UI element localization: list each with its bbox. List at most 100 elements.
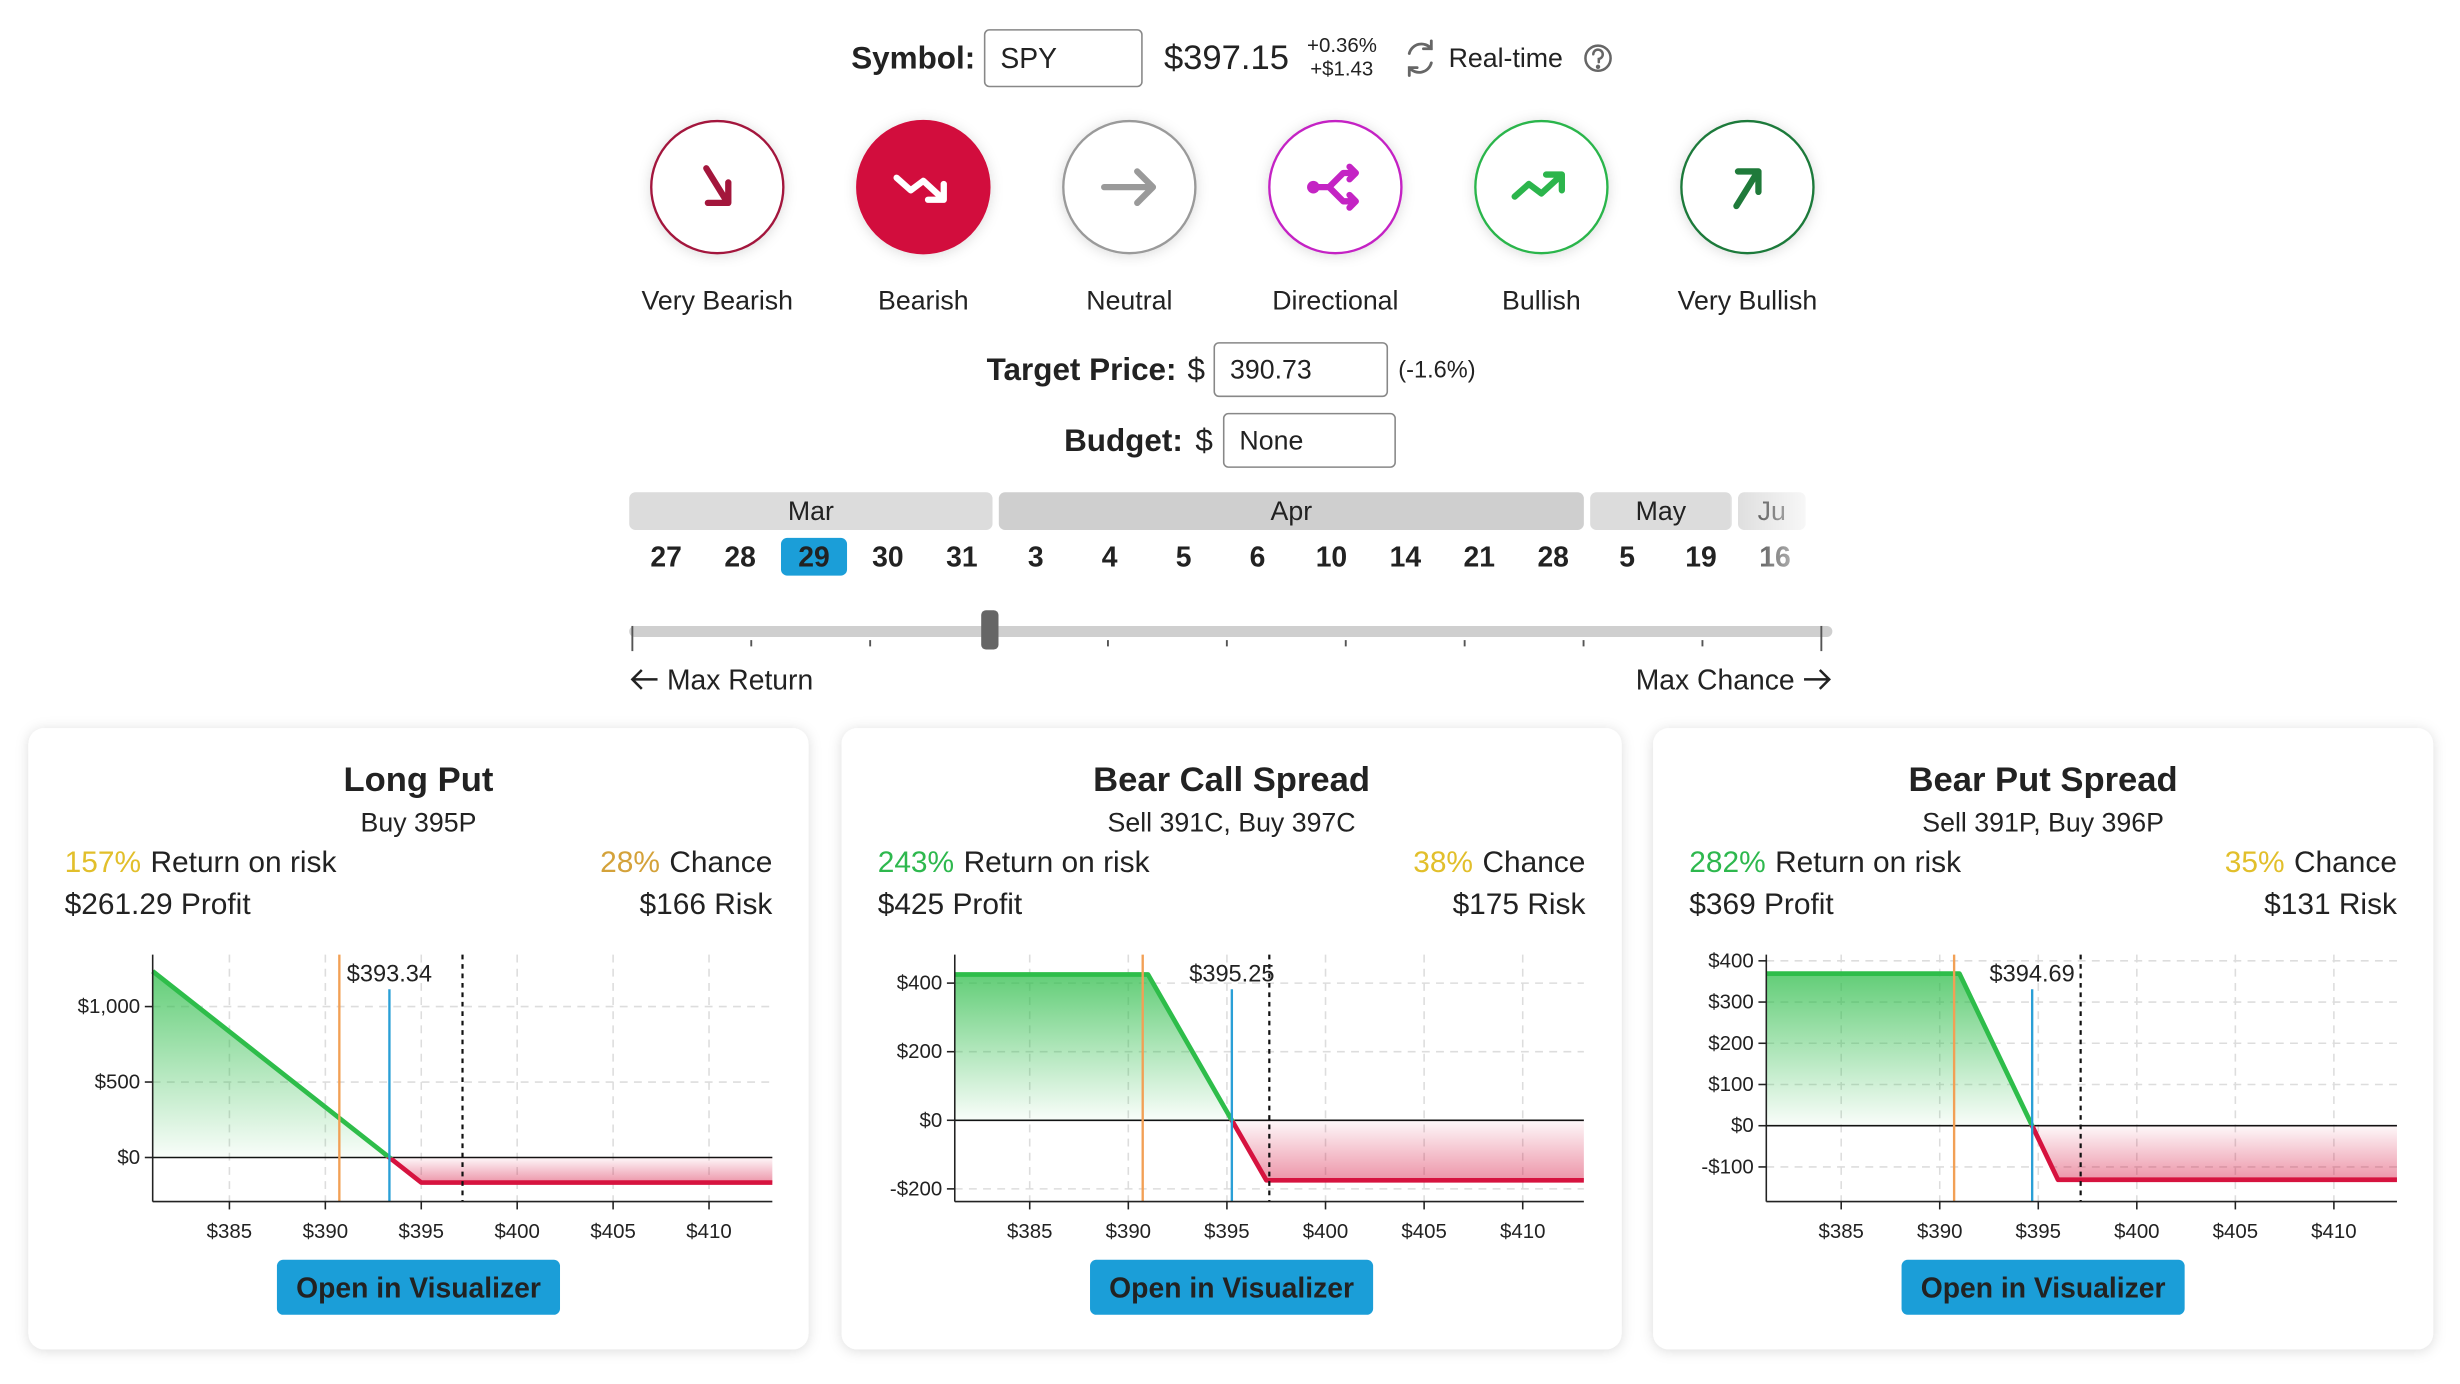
payoff-chart: $385 $390 $395 $400 $405 $410 -$100 $0 $100 $200 $… (1701, 949, 2397, 1243)
sentiment-label: Directional (1272, 285, 1398, 315)
budget-label: Budget: (1064, 423, 1183, 458)
visualizer-button-label: Open in Visualizer (1109, 1271, 1354, 1303)
symbol-value: SPY (1000, 42, 1057, 74)
change-amount: +$1.43 (1310, 58, 1373, 81)
sentiment-circle[interactable] (1268, 119, 1403, 255)
help-icon[interactable] (1584, 44, 1612, 73)
day-label: 14 (1390, 541, 1422, 573)
sentiment-circle[interactable] (1474, 119, 1609, 255)
target-value: 390.73 (1230, 355, 1312, 385)
visualizer-button-label: Open in Visualizer (1921, 1271, 2166, 1303)
sentiment-option[interactable]: Neutral (1062, 119, 1197, 315)
slider-track[interactable] (629, 625, 1833, 637)
sentiment-option[interactable]: Bullish (1474, 119, 1609, 315)
return-text: 282% Return on risk (1689, 845, 1961, 878)
day-label: 31 (946, 541, 977, 573)
target-change: (-1.6%) (1398, 357, 1475, 383)
sentiment-label: Bullish (1502, 285, 1581, 315)
sentiment-label: Very Bullish (1678, 285, 1818, 315)
target-label: Target Price: (987, 352, 1177, 387)
month-label: May (1636, 496, 1687, 526)
day-label: 16 (1759, 541, 1790, 573)
month-bar (1590, 492, 1732, 531)
chance-text: 35% Chance (2225, 845, 2397, 878)
slider-thumb[interactable] (981, 610, 999, 650)
sentiment-icon (703, 165, 732, 207)
sentiment-option[interactable]: Very Bearish (642, 119, 793, 315)
sentiment-icon (1733, 168, 1762, 210)
card-background (28, 728, 809, 1350)
chance-value: 35% (2225, 845, 2285, 878)
month-label: Ju (1758, 496, 1786, 526)
budget-input[interactable] (1222, 412, 1396, 468)
x-tick-label: $395 (399, 1220, 444, 1243)
day-label: 3 (1028, 541, 1044, 573)
x-tick-label: $410 (1500, 1220, 1545, 1243)
sentiment-option[interactable]: Very Bullish (1678, 119, 1818, 315)
y-tick-label: $0 (1731, 1114, 1754, 1137)
card-legs: Buy 395P (361, 808, 477, 838)
y-tick-label: $100 (1708, 1073, 1753, 1096)
profit-text: $261.29 Profit (65, 888, 252, 921)
visualizer-button-label: Open in Visualizer (296, 1271, 541, 1303)
payoff-area (152, 971, 773, 1183)
sentiment-option[interactable]: Bearish (856, 119, 991, 315)
target-input[interactable] (1213, 342, 1389, 398)
sentiment-circle[interactable] (856, 119, 991, 255)
y-tick-label: $400 (897, 972, 942, 995)
visualizer-button[interactable] (1090, 1259, 1374, 1315)
chance-text: 28% Chance (600, 845, 772, 878)
sentiment-icon (1101, 168, 1157, 207)
payoff-line (151, 969, 773, 1185)
strategy-card: Bear Put Spread Sell 391P, Buy 396P 282% Re… (1653, 728, 2434, 1350)
visualizer-button[interactable] (1901, 1259, 2185, 1315)
return-value: 157% (65, 845, 141, 878)
return-label: Return on risk (150, 845, 336, 878)
budget-currency: $ (1195, 423, 1212, 458)
y-tick-label: -$100 (1701, 1155, 1753, 1178)
chance-value: 38% (1413, 845, 1473, 878)
symbol-input[interactable] (983, 29, 1143, 88)
x-tick-label: $400 (494, 1220, 539, 1243)
day-label: 10 (1316, 541, 1347, 573)
profit-text: $369 Profit (1689, 888, 1834, 921)
day-label: 28 (1537, 541, 1568, 573)
sentiment-option[interactable]: Directional (1268, 119, 1403, 315)
y-tick-label: $1,000 (78, 995, 141, 1018)
x-tick-label: $390 (1106, 1220, 1151, 1243)
refresh-icon[interactable] (1407, 39, 1433, 77)
return-value: 282% (1689, 845, 1765, 878)
day-label: 4 (1102, 541, 1118, 573)
chance-label: Chance (669, 845, 772, 878)
y-tick-label: $400 (1708, 949, 1753, 972)
return-label: Return on risk (1775, 845, 1961, 878)
y-tick-label: $0 (919, 1109, 942, 1132)
sentiment-icon-dot (1307, 180, 1320, 194)
card-background (1653, 728, 2434, 1350)
x-tick-label: $400 (2114, 1220, 2159, 1243)
breakeven-label: $394.69 (1990, 961, 2075, 987)
breakeven-label: $393.34 (347, 961, 432, 987)
month-bar (998, 492, 1584, 531)
x-tick-label: $405 (590, 1220, 635, 1243)
return-text: 243% Return on risk (878, 845, 1150, 878)
day-selected[interactable] (780, 537, 848, 576)
return-text: 157% Return on risk (65, 845, 337, 878)
y-tick-label: $200 (897, 1040, 942, 1063)
sentiment-icon (1310, 163, 1359, 211)
sentiment-label: Bearish (878, 285, 969, 315)
day-label: 29 (798, 541, 829, 573)
payoff-area (1766, 973, 2397, 1180)
card-legs: Sell 391P, Buy 396P (1922, 808, 2164, 838)
strategy-card: Bear Call Spread Sell 391C, Buy 397C 243% R… (841, 728, 1622, 1350)
month-label: Mar (788, 496, 834, 526)
day-label: 28 (724, 541, 755, 573)
price: $397.15 (1164, 39, 1289, 77)
x-tick-label: $410 (686, 1220, 731, 1243)
visualizer-button[interactable] (276, 1259, 561, 1315)
strategy-card: Long Put Buy 395P 157% Return on risk 28% Cha… (28, 728, 809, 1350)
change-percent: +0.36% (1307, 34, 1377, 57)
sentiment-icon (893, 174, 947, 203)
target-currency: $ (1188, 352, 1205, 387)
